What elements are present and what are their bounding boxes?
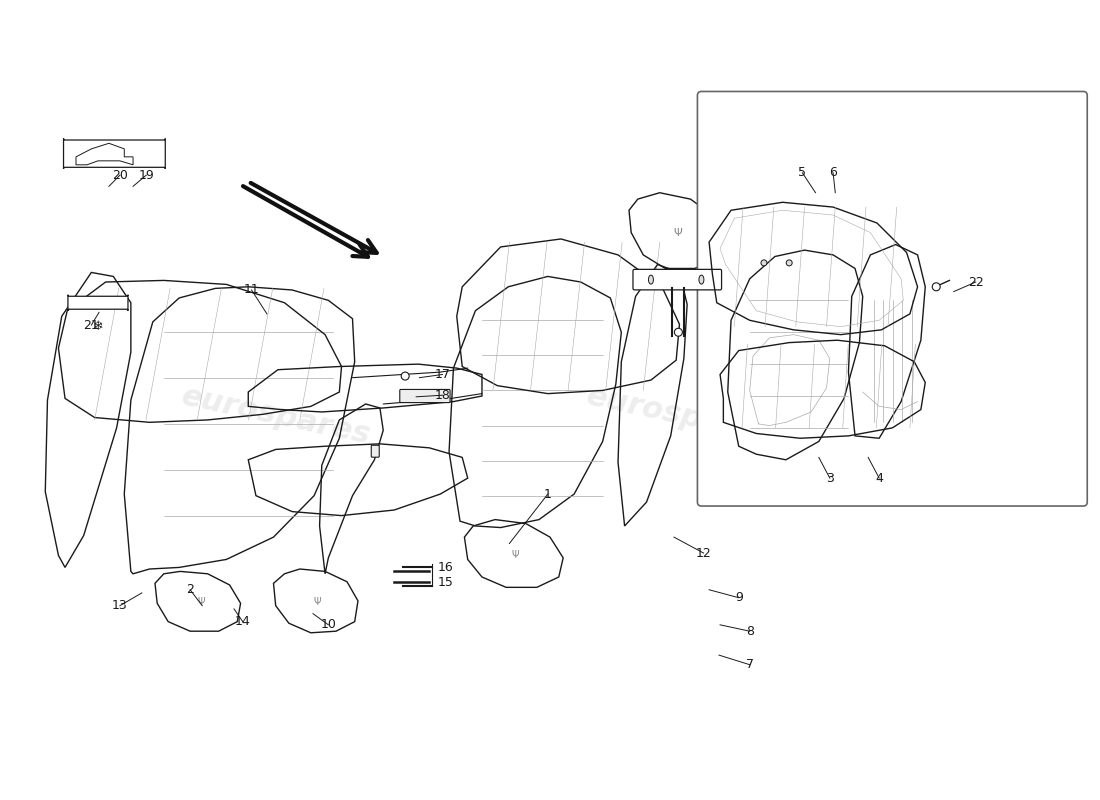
Text: 22: 22 (968, 275, 983, 289)
Text: 21: 21 (84, 318, 99, 331)
Circle shape (761, 260, 767, 266)
FancyBboxPatch shape (68, 294, 128, 310)
Ellipse shape (649, 275, 653, 284)
Text: 4: 4 (876, 472, 883, 485)
Ellipse shape (698, 275, 704, 284)
Text: 6: 6 (829, 166, 837, 179)
Text: 11: 11 (244, 283, 260, 297)
Text: Ψ: Ψ (314, 598, 321, 607)
Text: 1: 1 (543, 487, 552, 501)
FancyBboxPatch shape (399, 390, 450, 402)
FancyBboxPatch shape (64, 138, 165, 169)
Circle shape (932, 283, 940, 290)
Text: eurospares: eurospares (178, 382, 373, 450)
Text: 18: 18 (434, 389, 450, 402)
Text: ❄: ❄ (92, 320, 103, 333)
Text: 20: 20 (112, 169, 128, 182)
Text: Ψ: Ψ (512, 550, 519, 561)
FancyBboxPatch shape (632, 270, 722, 290)
Text: eurospares: eurospares (584, 382, 779, 450)
Text: 9: 9 (735, 591, 743, 604)
Text: 8: 8 (746, 625, 754, 638)
Text: 12: 12 (695, 546, 712, 559)
Text: 7: 7 (746, 658, 754, 671)
Text: 3: 3 (826, 472, 834, 485)
Text: 13: 13 (112, 599, 128, 612)
Text: 10: 10 (320, 618, 337, 631)
Text: 14: 14 (235, 615, 251, 628)
Circle shape (786, 260, 792, 266)
Text: 17: 17 (434, 368, 450, 381)
Circle shape (674, 328, 682, 336)
FancyBboxPatch shape (697, 91, 1087, 506)
Text: 2: 2 (186, 583, 194, 596)
Text: 5: 5 (799, 166, 806, 179)
Text: Ψ: Ψ (197, 598, 205, 607)
Text: 15: 15 (438, 576, 454, 589)
Text: 16: 16 (438, 561, 454, 574)
FancyBboxPatch shape (372, 446, 379, 458)
Circle shape (402, 372, 409, 380)
Text: Ψ: Ψ (673, 227, 682, 238)
Text: 19: 19 (139, 169, 154, 182)
